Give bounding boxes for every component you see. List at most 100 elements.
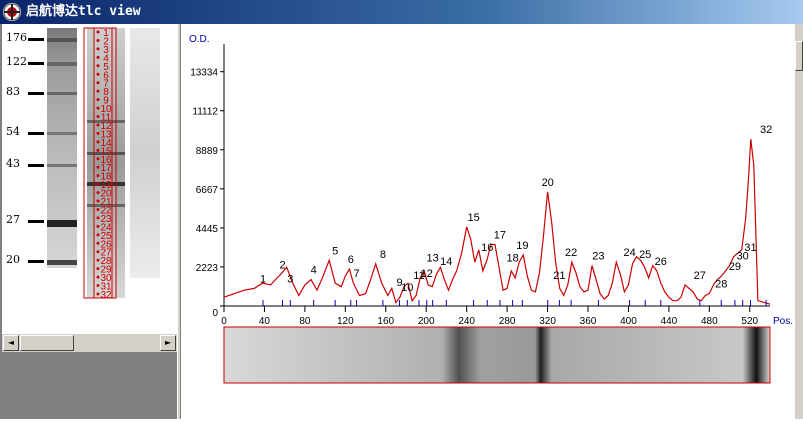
lane-strip-frame[interactable] (223, 326, 771, 384)
lane-number: 25 (100, 231, 112, 242)
lane-dot (96, 157, 100, 161)
marker-band (47, 260, 77, 265)
peak-label[interactable]: 25 (639, 249, 651, 261)
window-title: 启航博达tlc view (26, 4, 141, 19)
lane-number: 13 (100, 129, 112, 140)
peak-label[interactable]: 31 (744, 242, 756, 254)
x-tick-label: 0 (221, 316, 227, 327)
peak-label[interactable]: 10 (401, 282, 413, 294)
lane-dot (96, 98, 100, 102)
marker-label: 176 (6, 31, 27, 44)
marker-tick (28, 260, 44, 263)
peak-label[interactable]: 24 (623, 247, 635, 259)
y-tick-label: 4445 (196, 224, 219, 235)
lane-number: 27 (100, 248, 112, 259)
scroll-thumb[interactable] (20, 335, 74, 351)
marker-label: 54 (6, 125, 20, 138)
lane-dot (96, 140, 100, 144)
peak-label[interactable]: 18 (506, 252, 518, 264)
peak-label[interactable]: 4 (311, 265, 317, 277)
peak-label[interactable]: 28 (715, 279, 727, 291)
peak-label[interactable]: 8 (380, 249, 386, 261)
lane-number: 10 (100, 104, 112, 115)
peak-label[interactable]: 1 (260, 273, 266, 285)
peak-label[interactable]: 2 (279, 259, 285, 271)
lane-dot (96, 182, 100, 186)
lane-dot (96, 284, 100, 288)
lane-dot (96, 115, 100, 119)
y-axis-label: O.D. (189, 34, 210, 45)
lane-number: 9 (103, 96, 109, 107)
peak-label[interactable]: 6 (348, 254, 354, 266)
peak-label[interactable]: 3 (287, 273, 293, 285)
peak-label[interactable]: 20 (542, 177, 554, 189)
peak-label[interactable]: 15 (467, 212, 479, 224)
lane-dot (96, 89, 100, 93)
lane-number: 29 (100, 265, 112, 276)
lane-dot (96, 216, 100, 220)
marker-tick (28, 132, 44, 135)
peak-label[interactable]: 16 (481, 242, 493, 254)
lane-number: 6 (103, 70, 109, 81)
lane-dot (96, 64, 100, 68)
lane-number: 12 (100, 121, 112, 132)
peak-label[interactable]: 17 (494, 230, 506, 242)
lane-number-labels: 1234567891011121314151617181920212223242… (96, 28, 112, 301)
x-tick-label: 280 (499, 316, 516, 327)
marker-tick (28, 164, 44, 167)
lane-dot (96, 292, 100, 296)
gel-pane: 1 2 3 4 5 6 7 8 9 10 11 12 13 14 15 16 17 18 19 20 21 22 23 24 2… (0, 24, 177, 419)
marker-band (47, 62, 77, 66)
lane-dot (96, 207, 100, 211)
lane-number: 32 (100, 290, 112, 301)
x-tick-label: 360 (580, 316, 597, 327)
x-tick-label: 480 (701, 316, 718, 327)
scroll-left-button[interactable]: ◄ (3, 335, 19, 351)
peak-label[interactable]: 23 (592, 251, 604, 263)
vertical-scrollbar[interactable] (795, 24, 803, 419)
vertical-scroll-thumb[interactable] (795, 41, 803, 71)
od-trace-line (223, 139, 771, 305)
x-tick-label: 400 (620, 316, 637, 327)
peak-label[interactable]: 21 (553, 270, 565, 282)
x-tick-label: 80 (299, 316, 311, 327)
lane-number: 19 (100, 180, 112, 191)
peak-label[interactable]: 30 (737, 251, 749, 263)
peak-label[interactable]: 22 (565, 247, 577, 259)
lane-number: 17 (100, 163, 112, 174)
peak-label[interactable]: 29 (729, 261, 741, 273)
peak-label[interactable]: 19 (516, 240, 528, 252)
peak-label[interactable]: 5 (332, 245, 338, 257)
lane-selection-box[interactable] (93, 27, 117, 299)
peak-label[interactable]: 14 (440, 256, 452, 268)
lane-number: 24 (100, 222, 112, 233)
peak-label[interactable]: 12 (421, 268, 433, 280)
app-logo-icon[interactable] (3, 3, 21, 21)
x-tick-label: 200 (418, 316, 435, 327)
peak-label[interactable]: 27 (694, 270, 706, 282)
x-tick-label: 120 (337, 316, 354, 327)
lane-number: 31 (100, 282, 112, 293)
peak-label[interactable]: 7 (354, 268, 360, 280)
x-tick-label: 440 (661, 316, 678, 327)
gel-image[interactable]: 1 2 3 4 5 6 7 8 9 10 11 12 13 14 15 16 17 18 19 20 21 22 23 24 2… (2, 24, 177, 334)
lane-dot (96, 123, 100, 127)
peak-label[interactable]: 13 (427, 252, 439, 264)
lane-dot (96, 72, 100, 76)
lane-dot (96, 199, 100, 203)
horizontal-scrollbar[interactable]: ◄ ► (2, 334, 177, 352)
peak-label[interactable]: 32 (760, 124, 772, 136)
y-tick-label: 0 (212, 308, 218, 319)
marker-label: 83 (6, 85, 20, 98)
peak-label[interactable]: 11 (413, 270, 424, 282)
peak-label[interactable]: 9 (396, 277, 402, 289)
pane-splitter[interactable] (177, 24, 181, 419)
lane-dot (96, 47, 100, 51)
lane-dot (96, 55, 100, 59)
x-tick-label: 520 (741, 316, 758, 327)
marker-label: 43 (6, 157, 20, 170)
peak-label[interactable]: 26 (655, 256, 667, 268)
scroll-right-button[interactable]: ► (160, 335, 176, 351)
lane-dot (96, 241, 100, 245)
